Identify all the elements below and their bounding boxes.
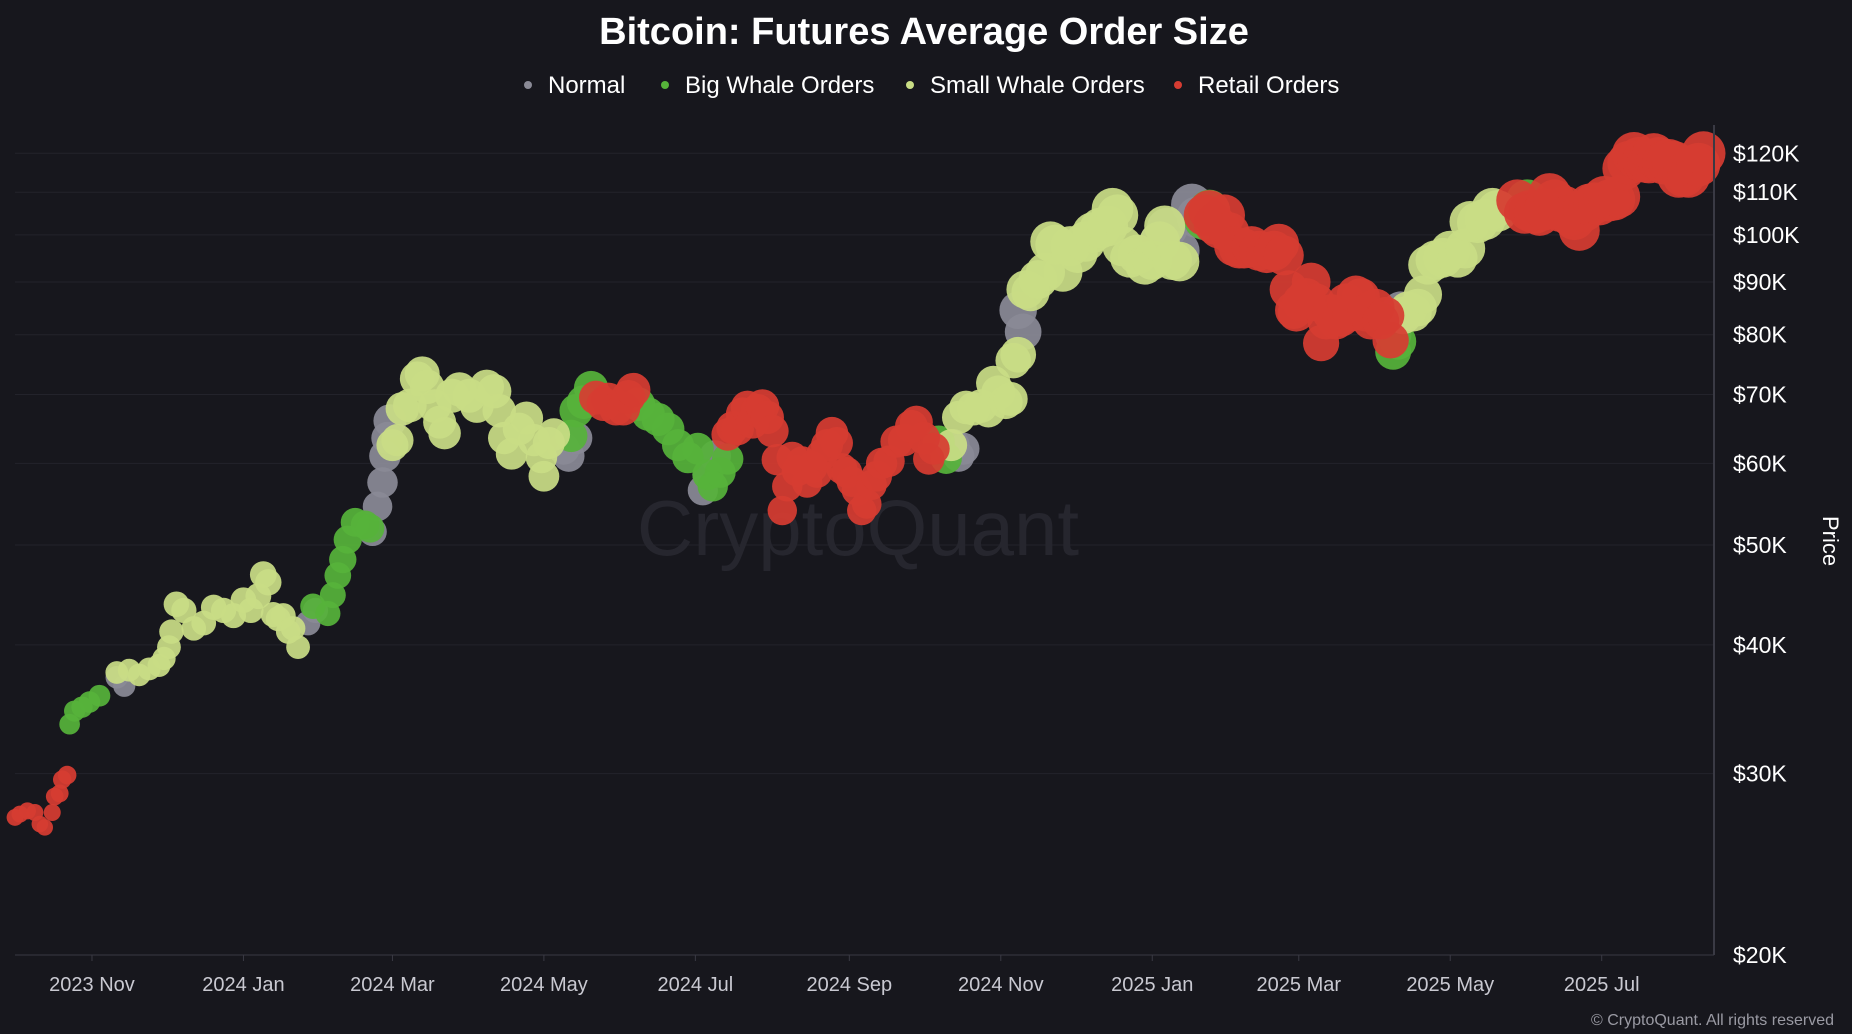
x-tick-label: 2025 Jul <box>1564 974 1640 996</box>
x-tick-label: 2024 Jul <box>658 974 734 996</box>
data-point <box>381 424 414 457</box>
y-tick-label: $60K <box>1733 450 1787 476</box>
x-tick-label: 2025 Mar <box>1257 974 1342 996</box>
x-tick-label: 2024 Sep <box>807 974 893 996</box>
series-retail-orders <box>6 131 1726 836</box>
data-point <box>367 467 398 498</box>
series-small-whale-orders <box>105 187 1519 687</box>
y-tick-label: $20K <box>1733 942 1787 968</box>
y-tick-label: $120K <box>1733 140 1800 166</box>
y-tick-label: $30K <box>1733 761 1787 787</box>
data-point <box>1681 131 1726 176</box>
x-tick-label: 2024 Nov <box>958 974 1044 996</box>
y-tick-label: $70K <box>1733 381 1787 407</box>
data-point <box>756 414 789 448</box>
legend-label: Big Whale Orders <box>685 72 874 99</box>
data-point <box>280 616 306 641</box>
data-point <box>1263 235 1304 276</box>
x-tick-label: 2023 Nov <box>49 974 135 996</box>
copyright-notice: © CryptoQuant. All rights reserved <box>1591 1012 1834 1029</box>
data-point <box>767 495 797 526</box>
data-point <box>286 635 310 659</box>
data-point <box>43 803 61 822</box>
x-tick-label: 2025 Jan <box>1111 974 1193 996</box>
y-tick-label: $40K <box>1733 632 1787 658</box>
data-point <box>616 372 651 408</box>
y-tick-label: $110K <box>1733 179 1798 205</box>
legend-marker <box>906 81 914 89</box>
x-tick-label: 2024 Mar <box>350 974 435 996</box>
data-point <box>711 443 744 475</box>
data-point <box>1000 336 1037 373</box>
x-tick-label: 2025 May <box>1406 974 1494 996</box>
data-point <box>355 513 385 543</box>
data-point <box>1372 322 1409 359</box>
data-point <box>255 569 282 596</box>
data-point <box>528 460 560 492</box>
y-tick-label: $80K <box>1733 322 1787 348</box>
data-point <box>820 426 853 460</box>
legend: Normal Big Whale Orders Small Whale Orders… <box>524 72 1339 99</box>
data-point <box>917 432 950 465</box>
data-point <box>36 819 54 836</box>
x-axis-ticks: 2023 Nov 2024 Jan 2024 Mar 2024 May 2024 Jul… <box>49 955 1640 996</box>
data-point <box>1403 275 1443 314</box>
x-tick-label: 2024 May <box>500 974 588 996</box>
legend-marker <box>661 81 669 89</box>
y-tick-label: $100K <box>1733 222 1800 248</box>
data-point <box>428 416 461 450</box>
data-point <box>159 619 184 644</box>
y-axis-ticks: $20K $30K $40K $50K $60K $70K $80K $90K $100K $11… <box>1733 140 1800 968</box>
y-axis-label: Price <box>1818 516 1843 566</box>
data-point <box>537 418 571 451</box>
scatter-points <box>6 131 1726 836</box>
data-point <box>50 784 69 803</box>
legend-label: Small Whale Orders <box>930 72 1145 99</box>
data-point <box>57 765 77 785</box>
legend-label: Retail Orders <box>1198 72 1339 99</box>
y-tick-label: $50K <box>1733 532 1787 558</box>
data-point <box>1096 194 1139 236</box>
data-point <box>993 381 1028 416</box>
legend-marker <box>524 81 532 89</box>
data-point <box>1144 205 1186 247</box>
legend-marker <box>1174 81 1182 89</box>
legend-label: Normal <box>548 72 625 99</box>
data-point <box>1159 241 1200 282</box>
x-tick-label: 2024 Jan <box>202 974 284 996</box>
data-point <box>681 432 714 465</box>
data-point <box>88 684 111 707</box>
y-tick-label: $90K <box>1733 269 1787 295</box>
chart-title: Bitcoin: Futures Average Order Size <box>599 11 1249 53</box>
